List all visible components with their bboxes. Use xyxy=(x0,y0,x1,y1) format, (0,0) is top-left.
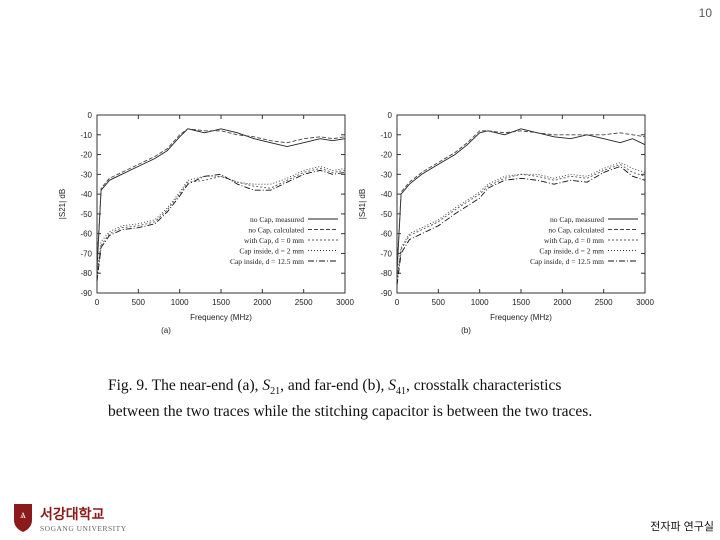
panel-label: (b) xyxy=(461,326,471,335)
y-tick-label: -70 xyxy=(80,249,92,258)
y-tick-label: -80 xyxy=(380,269,392,278)
logo-korean-text: 서강대학교 xyxy=(40,506,105,523)
y-tick-label: 0 xyxy=(88,111,93,120)
y-tick-label: -10 xyxy=(380,131,392,140)
caption-line2: between the two traces while the stitchi… xyxy=(108,403,593,421)
y-tick-label: -50 xyxy=(380,210,392,219)
caption-s41-sub: 41 xyxy=(396,386,406,398)
university-logo: Ѧ 서강대학교 SOGANG UNIVERSITY xyxy=(10,500,160,534)
figure-panel-a: 0 -10 -20 -30 -40 -50 -60 -70 -80 -90 0 500 1000 1500… xyxy=(55,105,360,340)
x-tick-label: 500 xyxy=(132,298,146,307)
x-axis-label: Frequency (MHz) xyxy=(490,313,552,322)
legend-label: no Cap, measured xyxy=(250,215,304,224)
series-line-3 xyxy=(96,167,346,278)
legend-label: no Cap, calculated xyxy=(248,226,304,235)
x-tick-label: 3000 xyxy=(336,298,354,307)
chart-b: 0-10-20-30-40-50-60-70-80-900 500 1000 1500… xyxy=(358,111,654,335)
series-line-2 xyxy=(396,130,646,270)
legend-label: no Cap, measured xyxy=(550,215,604,224)
x-tick-label: 3000 xyxy=(636,298,654,307)
y-tick-label: -30 xyxy=(380,170,392,179)
series-line-1 xyxy=(96,128,346,270)
y-tick-label: -30 xyxy=(80,170,92,179)
logo-english-text: SOGANG UNIVERSITY xyxy=(40,524,127,533)
y-tick-label: -40 xyxy=(380,190,392,199)
y-tick-label: -20 xyxy=(380,151,392,160)
series-line-2 xyxy=(96,128,346,264)
svg-text:Ѧ: Ѧ xyxy=(20,511,26,520)
y-tick-label: -50 xyxy=(80,210,92,219)
legend-label: Cap inside, d = 12.5 mm xyxy=(230,257,304,266)
x-tick-label: 2000 xyxy=(253,298,271,307)
legend-label: with Cap, d = 0 mm xyxy=(244,236,304,245)
series-line-5 xyxy=(396,165,646,286)
x-axis-label: Frequency (MHz) xyxy=(190,313,252,322)
page-number: 10 xyxy=(698,6,712,20)
figure-panel-b: 0 -10 -20 -30 -40 -50 -60 -70 -80 -90 0 500 1000 1500… xyxy=(355,105,660,340)
y-tick-label: -40 xyxy=(80,190,92,199)
caption-s41: S xyxy=(388,377,396,394)
y-tick-label: -90 xyxy=(80,289,92,298)
x-tick-label: 1000 xyxy=(471,298,489,307)
y-tick-label: -60 xyxy=(380,230,392,239)
x-tick-label: 0 xyxy=(95,298,100,307)
x-tick-label: 2000 xyxy=(553,298,571,307)
y-axis-label: |S41| dB xyxy=(358,189,367,219)
x-tick-label: 0 xyxy=(395,298,400,307)
lab-name: 전자파 연구실 xyxy=(650,521,714,533)
x-tick-label: 2500 xyxy=(595,298,613,307)
shield-icon: Ѧ xyxy=(14,504,32,532)
y-axis-label: |S21| dB xyxy=(58,189,67,219)
panel-label: (a) xyxy=(161,326,171,335)
series-line-5 xyxy=(96,169,346,282)
legend-label: Cap inside, d = 2 mm xyxy=(239,247,304,256)
legend-label: Cap inside, d = 12.5 mm xyxy=(530,257,604,266)
y-tick-label: -90 xyxy=(380,289,392,298)
x-tick-label: 1500 xyxy=(212,298,230,307)
y-tick-label: -10 xyxy=(80,131,92,140)
series-line-4 xyxy=(96,165,346,274)
series-line-1 xyxy=(396,128,646,274)
chart-a: 0-10-20-30-40-50-60-70-80-900 500 1000 1500… xyxy=(58,111,354,335)
y-tick-label: -80 xyxy=(80,269,92,278)
y-tick-label: 0 xyxy=(388,111,393,120)
legend-label: with Cap, d = 0 mm xyxy=(544,236,604,245)
caption-s21: S xyxy=(262,377,271,394)
caption-prefix: Fig. 9. The near-end (a), xyxy=(108,377,263,394)
caption-end: , crosstalk characteristics xyxy=(406,377,562,394)
figure-caption: Fig. 9. The near-end (a), S21, and far-e… xyxy=(108,376,668,422)
x-tick-label: 1500 xyxy=(512,298,530,307)
series-line-3 xyxy=(396,163,646,282)
x-tick-label: 1000 xyxy=(171,298,189,307)
caption-mid: , and far-end (b), xyxy=(280,377,389,394)
series-line-4 xyxy=(396,162,646,278)
y-tick-label: -60 xyxy=(80,230,92,239)
y-tick-label: -70 xyxy=(380,249,392,258)
x-tick-label: 500 xyxy=(432,298,446,307)
x-tick-label: 2500 xyxy=(295,298,313,307)
legend-label: no Cap, calculated xyxy=(548,226,604,235)
legend-label: Cap inside, d = 2 mm xyxy=(539,247,604,256)
plot-frame xyxy=(396,114,646,294)
caption-s21-sub: 21 xyxy=(270,386,281,398)
y-tick-label: -20 xyxy=(80,151,92,160)
